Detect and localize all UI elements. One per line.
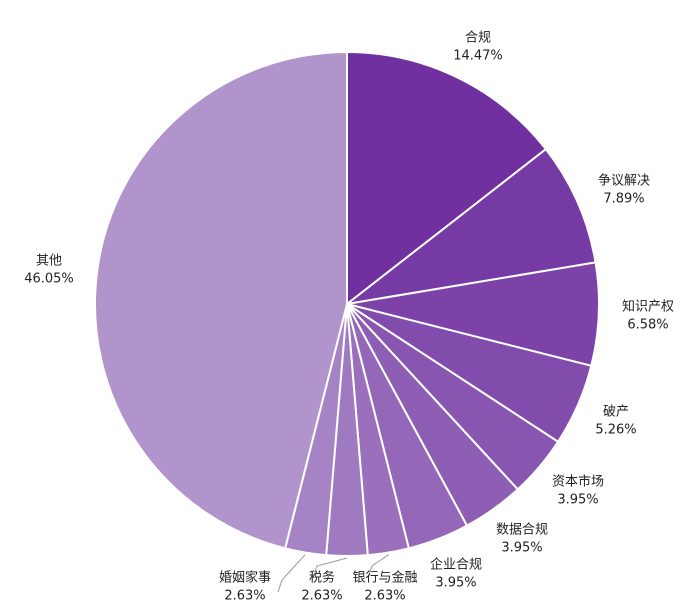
slice-label: 争议解决 [598,174,650,189]
slice-label: 婚姻家事 [219,570,271,586]
slice-label: 税务 [309,570,335,586]
value-label: 2.63% [224,589,265,604]
slice-label: 数据合规 [496,523,548,538]
slice-label: 知识产权 [622,299,674,315]
slice-label: 破产 [603,405,629,420]
leader-line [367,554,390,579]
slice-label: 企业合规 [430,557,482,573]
value-label: 3.95% [501,541,542,556]
slice-label: 合规 [465,31,491,46]
value-label: 3.95% [557,493,598,508]
value-label: 46.05% [24,272,74,287]
value-label: 5.26% [595,423,636,438]
pie-slice [346,147,597,305]
slice-label: 资本市场 [552,474,604,490]
value-label: 6.58% [627,318,668,333]
value-label: 14.47% [453,49,503,64]
value-label: 3.95% [435,576,476,591]
value-label: 2.63% [364,589,405,604]
leader-line [277,554,306,593]
leader-line [312,557,348,579]
slice-label: 其他 [36,254,62,269]
slice-label: 银行与金融 [352,570,417,586]
value-label: 7.89% [603,192,644,207]
pie-slice [346,50,548,307]
pie-slice [94,50,348,550]
value-label: 2.63% [301,589,342,604]
